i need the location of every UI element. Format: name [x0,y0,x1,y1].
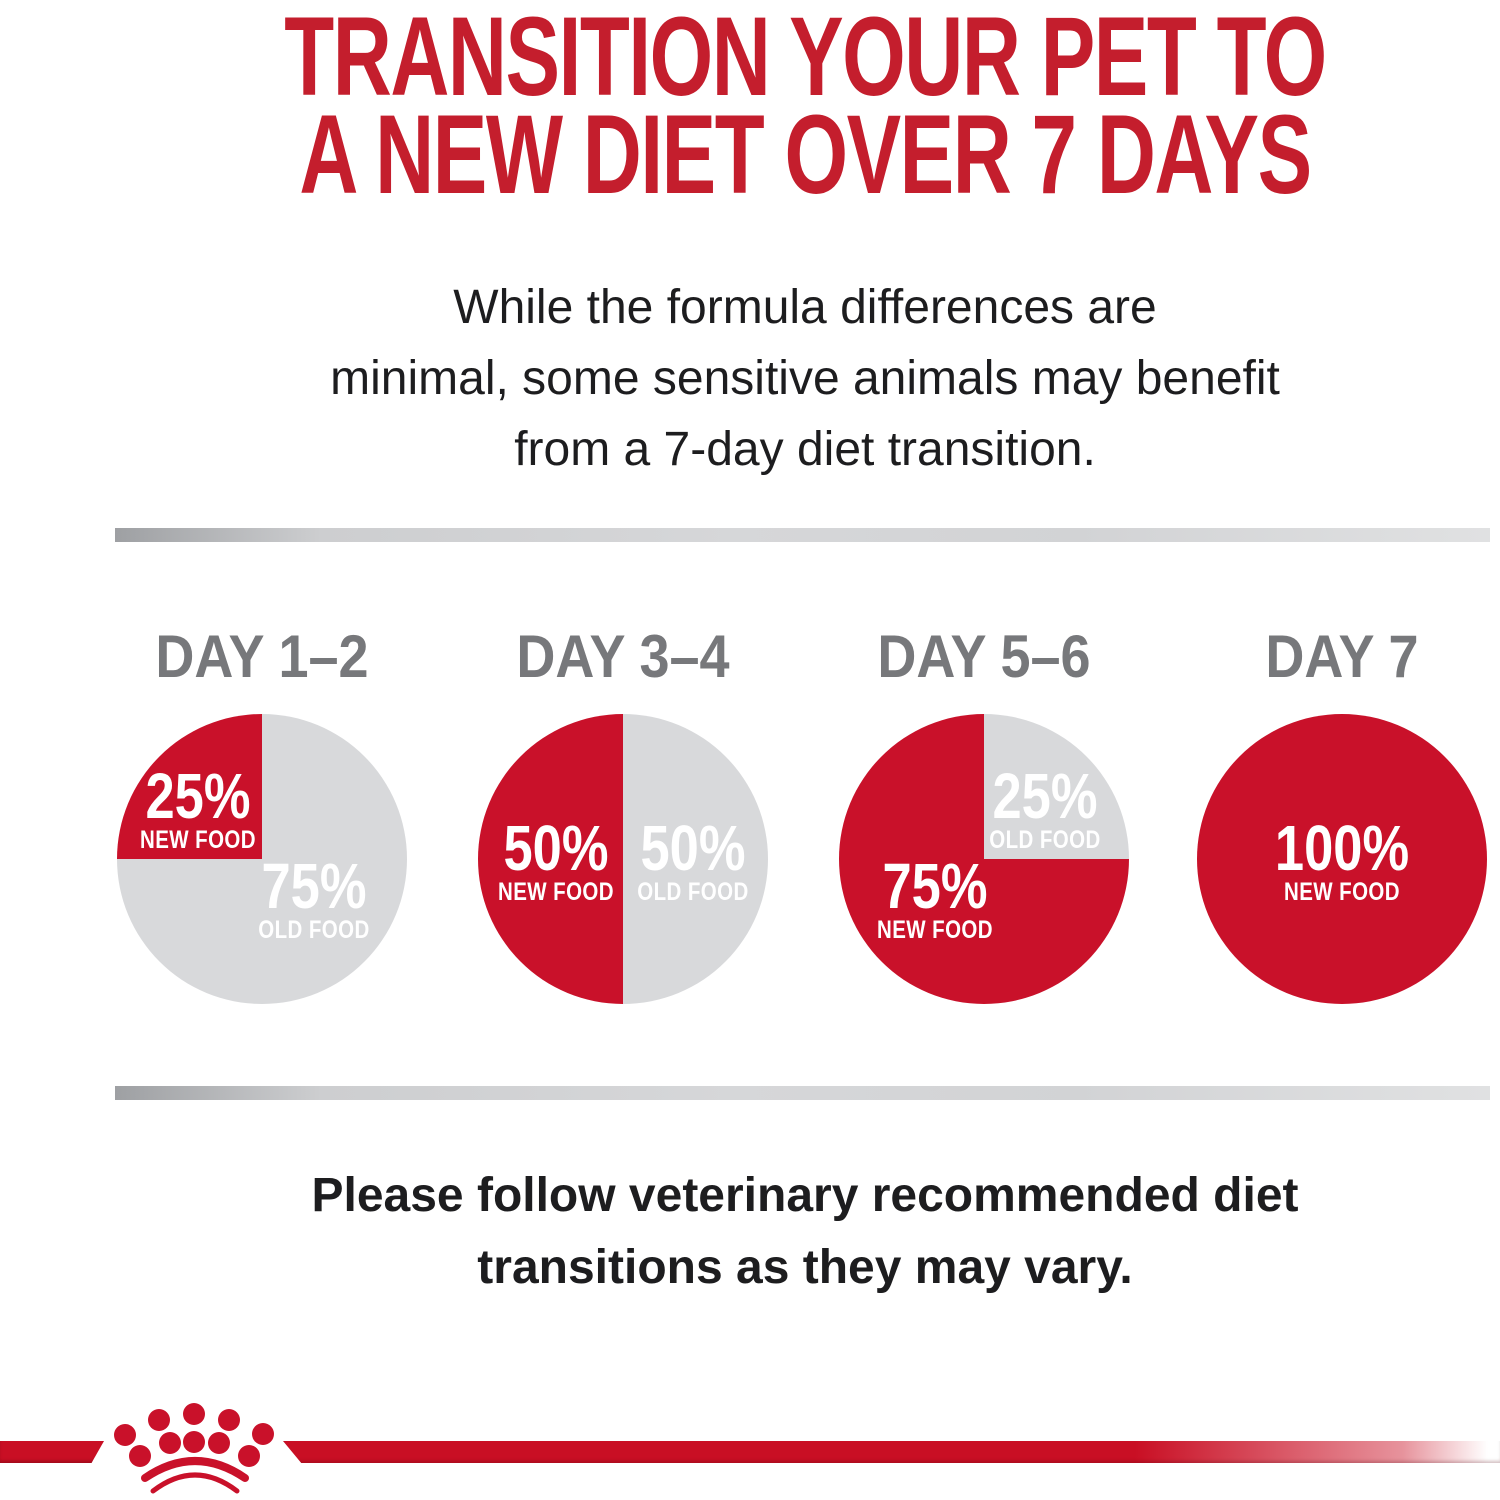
title-line-1: TRANSITION YOUR PET TO [284,0,1327,119]
footer-ribbon-left [0,1441,104,1463]
slice-label-new-food: 50% NEW FOOD [498,811,615,906]
subtitle-line-3: from a 7-day diet transition. [514,423,1096,476]
slice-label-old-food: 50% OLD FOOD [636,811,749,906]
subtitle-line-1: While the formula differences are [453,281,1157,334]
footnote-line-1: Please follow veterinary recommended die… [311,1169,1299,1222]
slice-name: OLD FOOD [258,915,370,944]
divider-bottom [115,1086,1490,1100]
slice-percent: 25% [992,759,1098,832]
slice-percent: 50% [640,811,746,884]
slice-name: NEW FOOD [876,915,993,944]
pie-chart-day-1-2: 25% NEW FOOD 75% OLD FOOD [117,714,407,1004]
divider-top [115,528,1490,542]
slice-name: OLD FOOD [636,877,749,906]
slice-label-old-food: 75% OLD FOOD [258,849,370,944]
slice-name: OLD FOOD [989,825,1101,854]
day-label-3-4: DAY 3–4 [516,623,730,690]
pie-block-day-5-6: DAY 5–6 25% OLD FOOD 75% NEW FOOD [839,626,1129,1006]
slice-name: NEW FOOD [498,877,615,906]
pie-chart-day-7: 100% NEW FOOD [1197,714,1487,1004]
slice-label-new-food: 75% NEW FOOD [876,849,993,944]
slice-name: NEW FOOD [140,825,257,854]
title-line-2: A NEW DIET OVER 7 DAYS [299,92,1312,217]
footnote: Please follow veterinary recommended die… [65,1160,1500,1304]
slice-label-new-food: 25% NEW FOOD [140,759,257,854]
pie-block-day-3-4: DAY 3–4 50% NEW FOOD 50% OLD FOOD [478,626,768,1006]
day-label-1-2: DAY 1–2 [155,623,369,690]
slice-percent: 75% [882,849,988,922]
royal-canin-crown-icon [114,1403,274,1494]
day-label-7: DAY 7 [1265,623,1419,690]
pie-block-day-7: DAY 7 100% NEW FOOD [1197,626,1487,1006]
pie-block-day-1-2: DAY 1–2 25% NEW FOOD 75% OLD FOOD [117,626,407,1006]
pie-chart-day-3-4: 50% NEW FOOD 50% OLD FOOD [478,714,768,1004]
subtitle: While the formula differences are minima… [65,272,1500,485]
slice-percent: 25% [145,759,251,832]
subtitle-line-2: minimal, some sensitive animals may bene… [330,352,1280,405]
footer-ribbon-right [283,1441,1500,1463]
slice-label-new-food: 100% NEW FOOD [1274,811,1410,906]
day-label-5-6: DAY 5–6 [877,623,1091,690]
pie-chart-day-5-6: 25% OLD FOOD 75% NEW FOOD [839,714,1129,1004]
slice-percent: 50% [503,811,609,884]
slice-percent: 75% [261,849,367,922]
slice-name: NEW FOOD [1283,877,1401,906]
slice-percent: 100% [1274,811,1410,884]
slice-label-old-food: 25% OLD FOOD [989,759,1101,854]
page-title: TRANSITION YOUR PET TO A NEW DIET OVER 7… [65,0,1500,217]
footnote-line-2: transitions as they may vary. [477,1241,1133,1294]
